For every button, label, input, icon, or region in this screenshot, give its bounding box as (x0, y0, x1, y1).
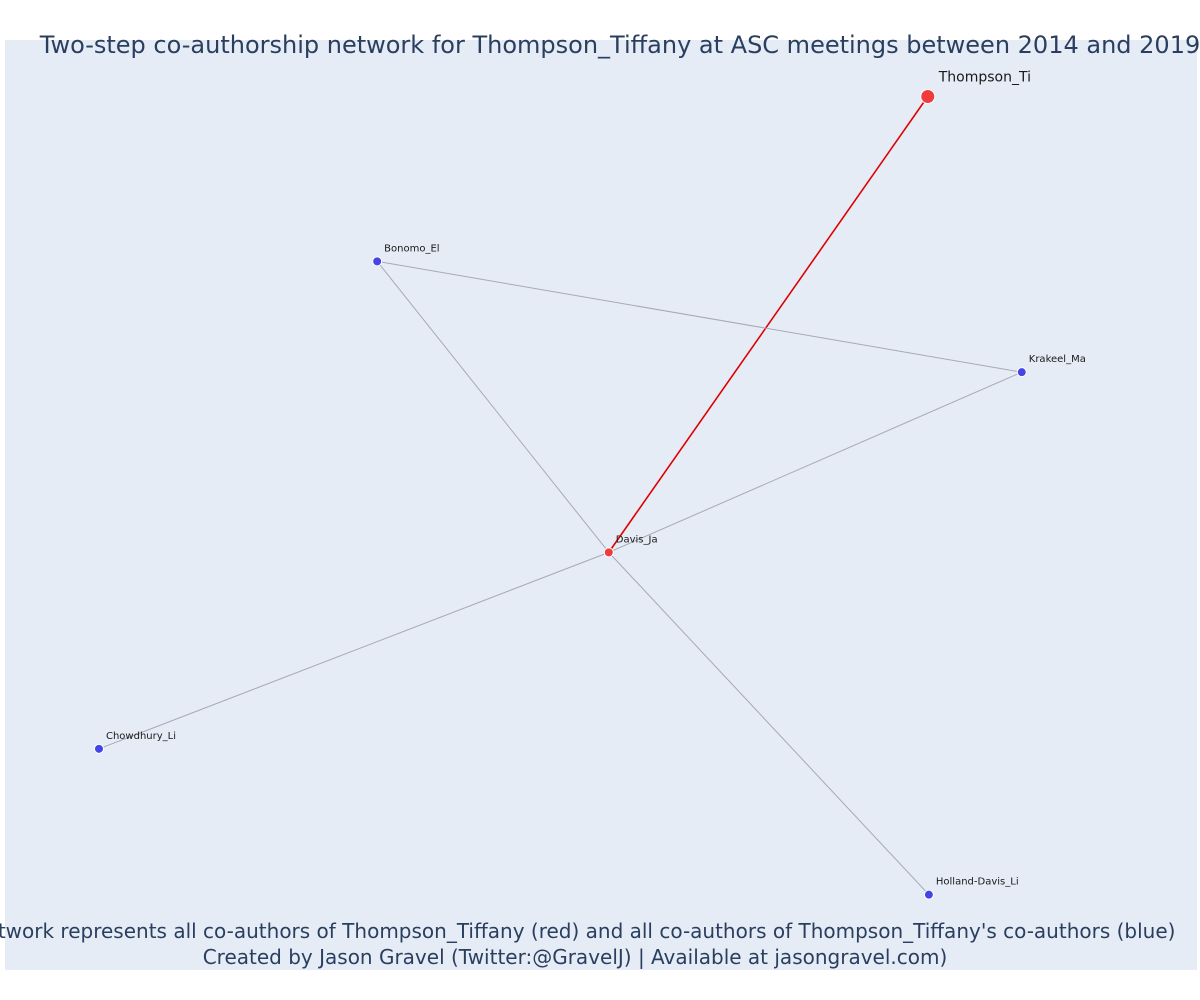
labels-layer: Thompson_Ti Davis_Ja Bonomo_El Krakeel_Ma Ch… (106, 69, 1086, 887)
plot-background (5, 40, 1197, 970)
node-label-Holland-Davis_Li: Holland-Davis_Li (936, 877, 1019, 888)
node-label-Davis_Ja: Davis_Ja (616, 534, 658, 545)
edge-Davis_Ja-Krakeel_Ma (608, 371, 1022, 553)
edge-Davis_Ja-Bonomo_El (376, 261, 610, 553)
node-Chowdhury_Li[interactable] (93, 743, 104, 754)
nodes-layer (93, 88, 1027, 900)
node-Thompson_Ti[interactable] (920, 88, 936, 104)
caption-line-1: Network represents all co-authors of Tho… (0, 919, 1175, 943)
node-label-Thompson_Ti: Thompson_Ti (938, 69, 1031, 85)
node-label-Chowdhury_Li: Chowdhury_Li (106, 731, 176, 742)
caption-line-2: Created by Jason Gravel (Twitter:@Gravel… (203, 945, 948, 969)
node-label-Krakeel_Ma: Krakeel_Ma (1029, 354, 1086, 365)
edge-Davis_Ja-Holland-Davis_Li (608, 552, 930, 896)
node-label-Bonomo_El: Bonomo_El (384, 243, 439, 254)
edge-Thompson_Ti-Davis_Ja (608, 96, 929, 553)
edge-Davis_Ja-Chowdhury_Li (98, 551, 609, 750)
node-Bonomo_El[interactable] (372, 256, 383, 267)
node-Holland-Davis_Li[interactable] (923, 889, 934, 900)
node-Krakeel_Ma[interactable] (1016, 367, 1027, 378)
node-Davis_Ja[interactable] (603, 547, 614, 558)
edge-Bonomo_El-Krakeel_Ma (377, 260, 1022, 373)
chart-title: Two-step co-authorship network for Thomp… (39, 31, 1200, 59)
edges-layer (98, 96, 1022, 896)
